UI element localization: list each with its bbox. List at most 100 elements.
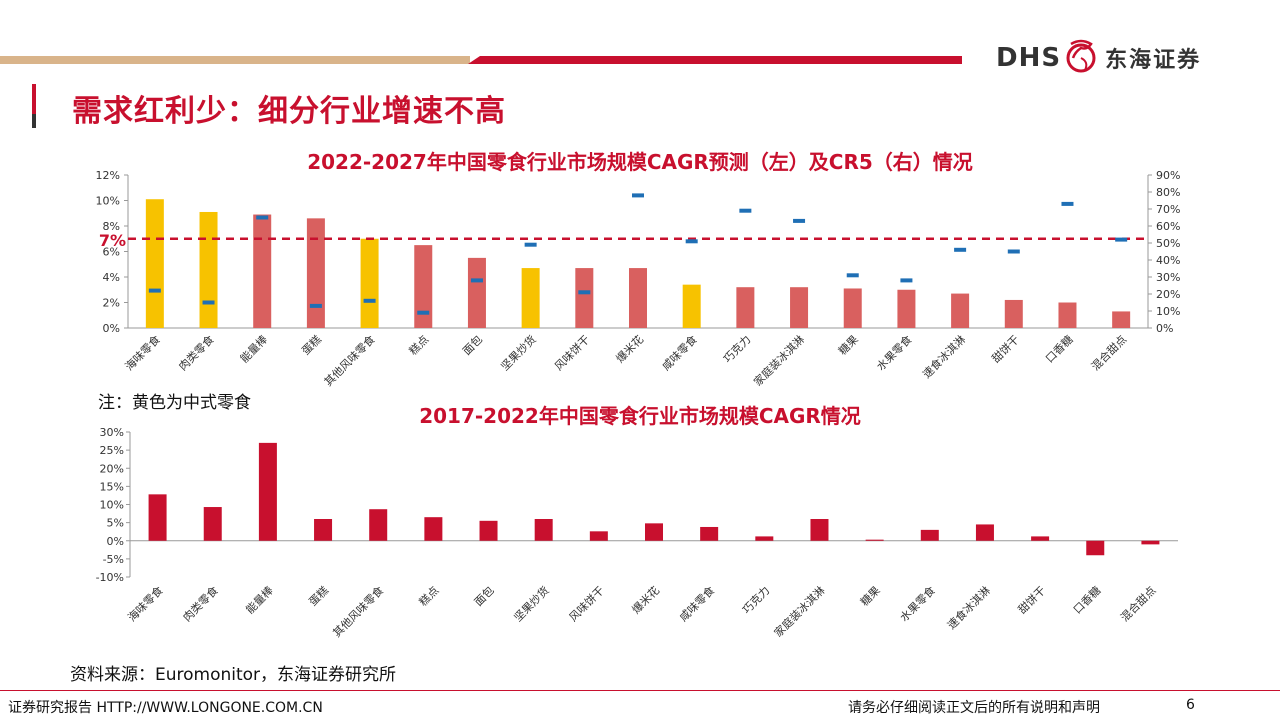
chart2-category-label: 蛋糕	[306, 583, 331, 608]
chart1-left-tick-label: 0%	[103, 322, 120, 335]
chart1-cr5-marker	[1007, 249, 1020, 254]
chart2-tick-label: 25%	[100, 444, 124, 457]
chart2-bar	[589, 531, 608, 541]
chart1-right-tick-label: 60%	[1156, 220, 1180, 233]
chart1-right-tick-label: 30%	[1156, 271, 1180, 284]
chart1-cr5-marker	[1115, 237, 1128, 242]
chart1-category-label: 糖果	[835, 332, 860, 357]
chart1-bar	[253, 214, 272, 328]
chart1-category-label: 速食冰淇淋	[919, 332, 968, 381]
chart1-cr5-marker	[202, 300, 215, 305]
chart2-tick-label: -5%	[103, 553, 124, 566]
chart1-bar	[1058, 302, 1077, 328]
chart1-right-tick-label: 20%	[1156, 288, 1180, 301]
chart2-bar	[1031, 536, 1050, 541]
chart1-category-label: 口香糖	[1042, 332, 1075, 365]
chart1-right-tick-label: 40%	[1156, 254, 1180, 267]
chart1-title: 2022-2027年中国零食行业市场规模CAGR预测（左）及CR5（右）情况	[307, 150, 973, 174]
chart1-cr5-marker	[363, 298, 376, 303]
chart1-category-label: 蛋糕	[299, 332, 324, 357]
chart1-left-tick-label: 6%	[103, 246, 120, 259]
chart1-bar	[1004, 299, 1023, 328]
chart1-bar	[629, 268, 647, 328]
chart1-right-tick-label: 90%	[1156, 169, 1180, 182]
chart1-category-label: 肉类零食	[176, 332, 217, 373]
header-accent-bar-tan	[0, 56, 470, 64]
footer-website: 证券研究报告 HTTP://WWW.LONGONE.COM.CN	[8, 700, 323, 716]
chart1-category-label: 甜饼干	[989, 332, 1022, 365]
chart1-category-label: 能量棒	[237, 332, 270, 365]
source-text: 资料来源：Euromonitor，东海证券研究所	[70, 665, 397, 685]
chart2-bar	[479, 520, 498, 541]
chart1-bar	[414, 245, 433, 328]
chart2-bar	[810, 519, 829, 541]
chart1-bar	[521, 268, 540, 328]
chart1-right-tick-label: 0%	[1156, 322, 1173, 335]
chart1-bar	[790, 287, 809, 328]
chart1-cr5-marker	[309, 303, 322, 308]
chart1-right-tick-label: 10%	[1156, 305, 1180, 318]
page-title: 需求红利少：细分行业增速不高	[72, 94, 506, 129]
chart1-cr5-marker	[524, 242, 537, 247]
chart2-bar	[148, 494, 167, 541]
chart1-bar	[682, 284, 701, 328]
chart2-bar	[203, 507, 222, 541]
chart1-cr5-marker	[954, 247, 967, 252]
page-number: 6	[1186, 697, 1195, 713]
chart2-category-label: 糕点	[416, 583, 441, 608]
chart1-cagr-forecast: 0% 2% 4% 6% 8% 10% 12% 0% 10% 20% 30% 40% 50% 60% 70% 8…	[96, 169, 1181, 389]
chart2-bar	[700, 526, 719, 541]
chart1-bar	[843, 288, 862, 328]
chart1-category-label: 爆米花	[613, 332, 646, 365]
chart2-category-label: 肉类零食	[180, 583, 221, 624]
chart1-category-label: 巧克力	[721, 333, 754, 366]
chart1-category-label: 糕点	[406, 332, 431, 357]
chart1-left-tick-label: 4%	[103, 271, 120, 284]
chart2-bar	[1141, 540, 1160, 545]
chart2-cagr-history: -10% -5% 0% 5% 10% 15% 20% 25% 30% 海味零食 肉类零食 能量棒 蛋糕其…	[96, 426, 1178, 640]
chart1-category-label: 混合甜点	[1088, 332, 1129, 373]
chart2-tick-label: 10%	[100, 499, 124, 512]
chart2-category-label: 咸味零食	[676, 583, 717, 624]
chart1-cr5-marker	[470, 278, 483, 283]
chart2-bar	[1086, 540, 1105, 556]
logo-dhs-text: DHS	[996, 43, 1062, 73]
chart1-bar	[575, 268, 594, 328]
chart1-category-label: 坚果炒货	[498, 332, 539, 373]
chart1-bar	[145, 199, 164, 328]
chart2-bar	[534, 519, 553, 541]
logo-company-name: 东海证券	[1105, 48, 1202, 73]
note-text: 注：黄色为中式零食	[98, 393, 251, 413]
chart2-bar	[755, 536, 774, 541]
chart1-cr5-marker	[417, 310, 430, 315]
chart1-category-label: 其他风味零食	[321, 332, 378, 389]
chart1-right-tick-label: 70%	[1156, 203, 1180, 216]
chart2-tick-label: 15%	[100, 480, 124, 493]
chart2-tick-label: 20%	[100, 462, 124, 475]
chart1-bar	[467, 257, 486, 328]
chart1-bar	[897, 289, 916, 328]
chart1-bar	[199, 211, 218, 328]
chart2-category-label: 速食冰淇淋	[944, 583, 993, 632]
chart1-cr5-marker	[578, 290, 591, 295]
chart1-left-tick-label: 12%	[96, 169, 120, 182]
chart1-right-tick-label: 80%	[1156, 186, 1180, 199]
chart1-right-tick-label: 50%	[1156, 237, 1180, 250]
title-accent-bar	[32, 84, 36, 128]
chart2-category-label: 爆米花	[629, 583, 662, 616]
chart1-bar	[736, 287, 755, 328]
chart1-bar	[306, 218, 325, 328]
chart2-category-label: 风味饼干	[566, 583, 607, 624]
chart2-bar	[920, 529, 939, 541]
chart1-reference-label: 7%	[99, 231, 126, 250]
chart2-bar	[424, 517, 443, 541]
chart1-left-tick-label: 10%	[96, 195, 120, 208]
title-accent-bar-dark	[32, 114, 36, 128]
chart2-category-label: 混合甜点	[1118, 583, 1159, 624]
chart1-cr5-marker	[256, 215, 269, 220]
chart1-left-tick-label: 2%	[103, 297, 120, 310]
chart1-cr5-marker	[148, 288, 161, 293]
chart1-bar	[1112, 311, 1131, 328]
chart2-category-label: 其他风味零食	[330, 583, 387, 640]
footer-divider	[0, 690, 1280, 691]
